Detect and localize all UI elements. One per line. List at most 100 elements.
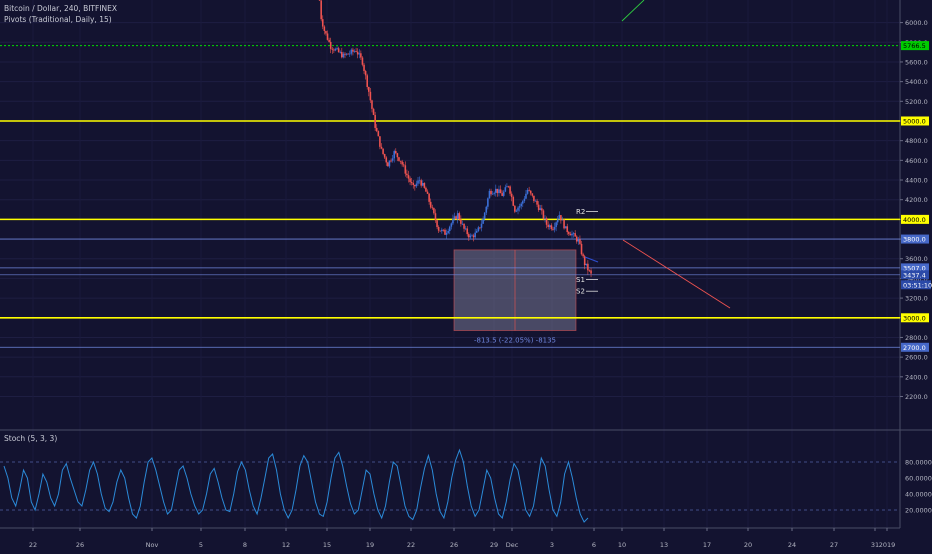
candle-body	[380, 146, 383, 149]
blue-trendline	[584, 256, 599, 263]
candle-body	[437, 226, 440, 231]
candle-body	[394, 151, 397, 154]
candle-body	[529, 190, 532, 194]
pivot-label: S1	[576, 276, 585, 284]
candle-body	[531, 193, 534, 196]
candle-body	[434, 213, 437, 221]
candle-body	[499, 189, 502, 194]
time-tick-label: 17	[703, 541, 711, 549]
candle-body	[344, 53, 346, 55]
candle-body	[587, 263, 589, 271]
time-tick-label: 13	[660, 541, 668, 549]
candle-body	[547, 224, 549, 227]
candle-body	[487, 198, 489, 207]
countdown-box	[901, 280, 931, 290]
candle-body	[509, 186, 511, 194]
candle-body	[431, 207, 434, 209]
candle-body	[379, 136, 381, 147]
candle-body	[521, 201, 524, 204]
candle-body	[525, 193, 527, 199]
candle-body	[572, 233, 575, 235]
level-label-box	[901, 270, 929, 280]
level-label-box	[901, 342, 929, 352]
stoch-tick-label: 80.0000	[905, 459, 932, 467]
candle-body	[460, 219, 462, 224]
price-tick-label: 4800.0	[905, 137, 928, 145]
candle-body	[580, 243, 583, 255]
level-label: 3800.0	[903, 236, 926, 244]
candle-body	[507, 186, 510, 188]
candle-body	[334, 48, 337, 51]
candle-body	[496, 188, 499, 194]
candle-body	[579, 239, 581, 244]
candle-body	[433, 208, 435, 214]
level-label-box	[901, 214, 929, 224]
candle-body	[488, 190, 491, 199]
candle-body	[461, 223, 464, 225]
candle-body	[477, 227, 480, 232]
candle-body	[439, 230, 442, 232]
level-label-box	[901, 41, 929, 51]
time-tick-label: 24	[788, 541, 796, 549]
candle-body	[360, 53, 362, 58]
time-tick-label: 19	[366, 541, 374, 549]
candle-body	[369, 91, 372, 101]
candle-body	[512, 197, 515, 206]
candle-body	[396, 153, 399, 158]
candle-body	[517, 207, 519, 211]
candle-body	[466, 228, 469, 235]
candle-body	[515, 210, 518, 212]
candle-body	[541, 208, 543, 211]
candle-body	[485, 206, 488, 213]
candle-body	[566, 226, 569, 233]
candle-body	[563, 219, 565, 229]
candle-body	[468, 234, 470, 238]
time-tick-label: 31	[871, 541, 879, 549]
candle-body	[518, 206, 521, 208]
price-tick-label: 6000.0	[905, 19, 928, 27]
candle-body	[417, 180, 419, 184]
pivots-indicator-label[interactable]: Pivots (Traditional, Daily, 15)	[4, 15, 112, 24]
time-tick-label: 12	[282, 541, 290, 549]
candle-body	[452, 218, 454, 224]
candle-body	[358, 53, 361, 55]
level-label: 3437.4	[903, 271, 926, 279]
candle-body	[564, 226, 567, 229]
candle-body	[325, 30, 327, 34]
green-trendline	[621, 0, 645, 22]
countdown-label: 03:51:10	[903, 281, 932, 289]
candle-body	[491, 193, 494, 195]
candle-body	[382, 148, 384, 154]
candle-body	[542, 210, 545, 219]
candle-body	[423, 183, 426, 188]
candle-body	[526, 189, 529, 194]
candle-body	[393, 151, 395, 159]
candle-body	[328, 39, 330, 42]
time-tick-label: 29	[490, 541, 498, 549]
candle-body	[482, 218, 484, 224]
candle-body	[418, 180, 421, 182]
candle-body	[402, 164, 405, 166]
time-tick-label: 26	[450, 541, 458, 549]
candle-body	[479, 227, 481, 229]
candle-body	[523, 198, 526, 202]
candle-body	[363, 64, 365, 72]
candle-body	[552, 228, 554, 230]
time-tick-label: 3	[550, 541, 554, 549]
time-tick-label: 10	[618, 541, 626, 549]
time-tick-label: 15	[323, 541, 331, 549]
price-tick-label: 3200.0	[905, 295, 928, 303]
candle-body	[368, 87, 370, 92]
measure-label: -813.5 (-22.05%) -8135	[474, 337, 556, 345]
candle-body	[498, 189, 500, 194]
candle-body	[585, 263, 588, 266]
candle-body	[436, 220, 438, 227]
candle-body	[329, 41, 332, 49]
level-label-box	[901, 313, 929, 323]
stoch-line	[3, 448, 589, 523]
candle-body	[425, 187, 427, 192]
candle-body	[455, 216, 457, 220]
price-tick-label: 4200.0	[905, 196, 928, 204]
candle-body	[528, 189, 530, 191]
